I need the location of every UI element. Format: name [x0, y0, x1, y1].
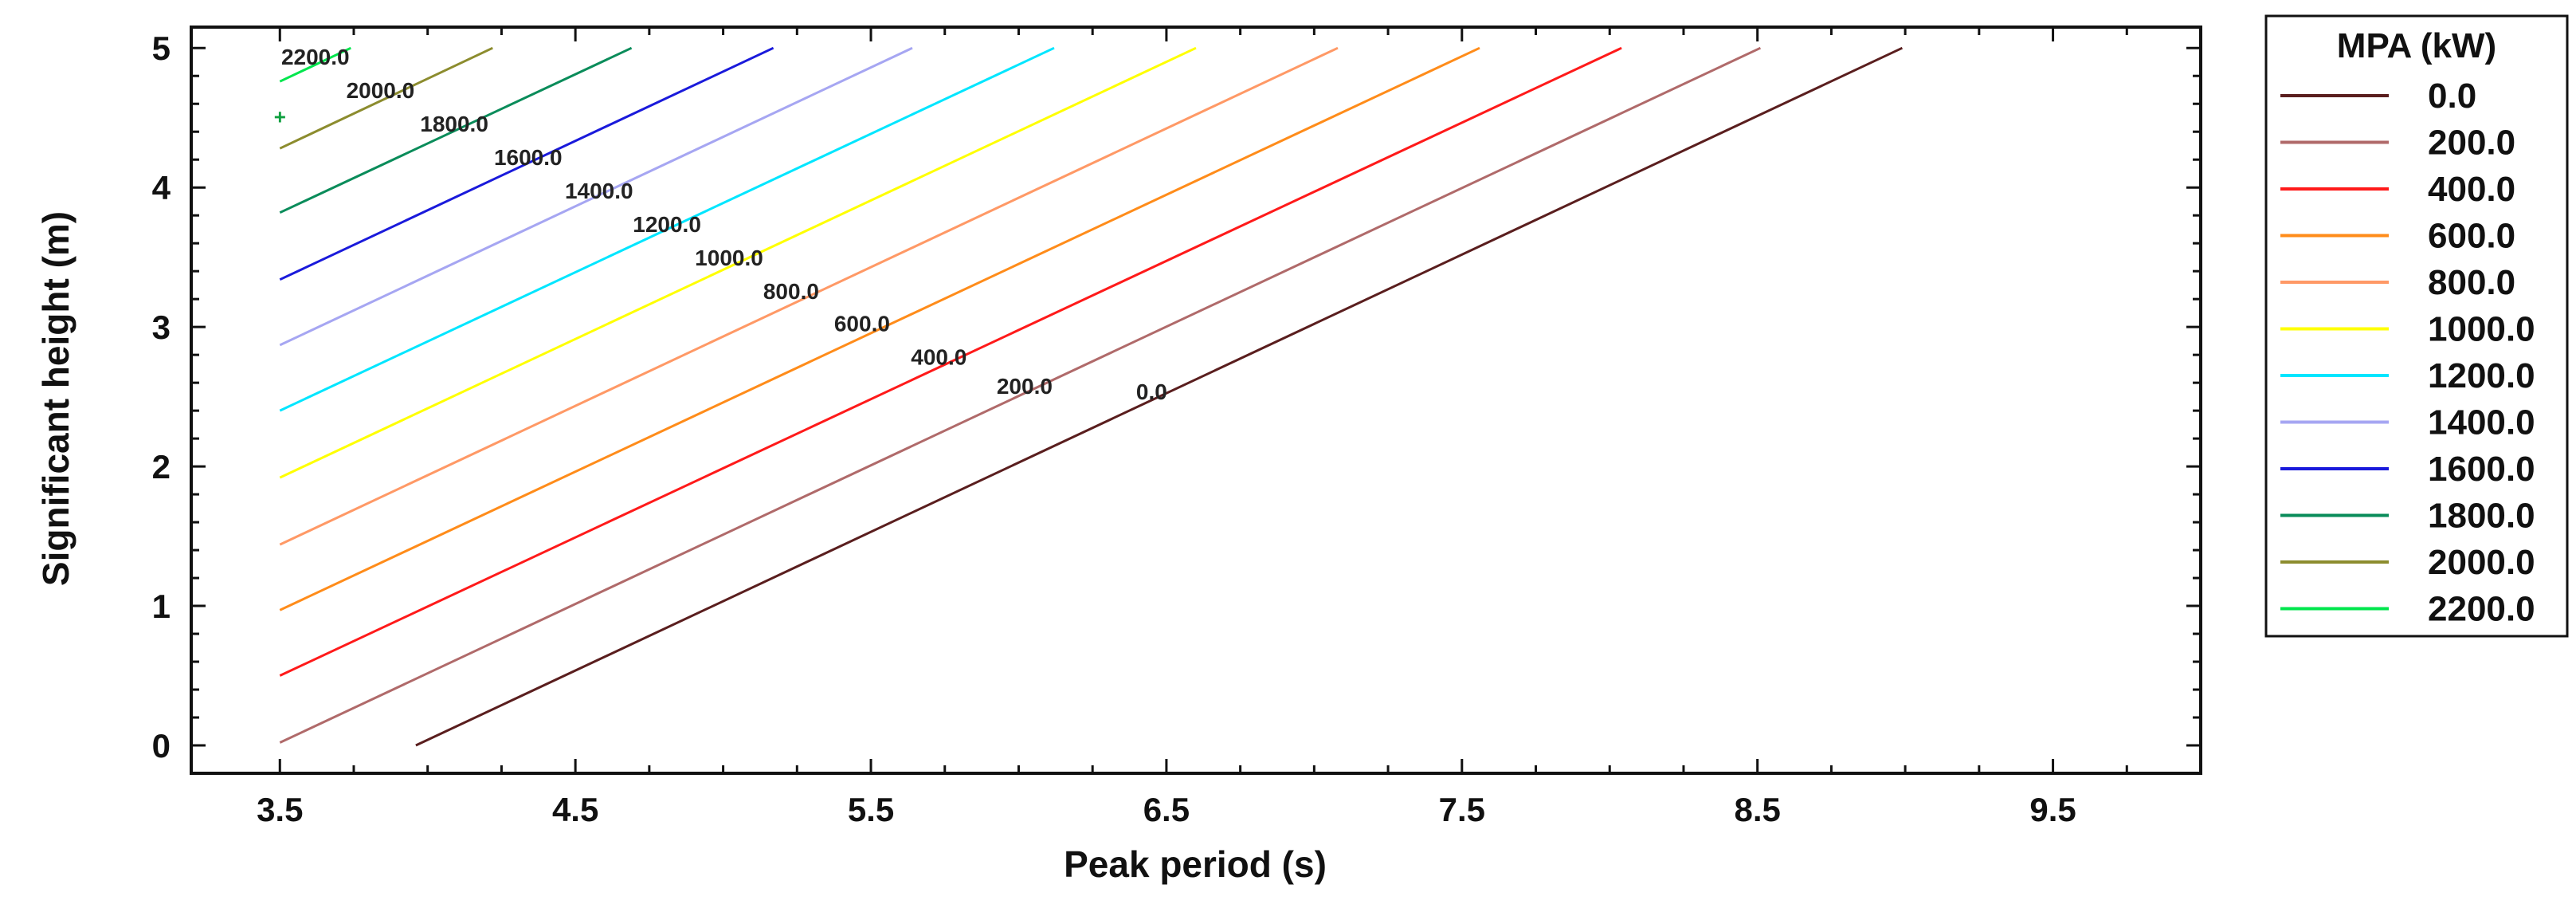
y-axis-title: Significant height (m) [35, 211, 76, 586]
x-tick-label-4: 7.5 [1439, 791, 1485, 828]
contour-label-5: 1000.0 [695, 246, 763, 270]
legend-title: MPA (kW) [2337, 26, 2496, 65]
legend-label-4: 800.0 [2428, 263, 2515, 302]
x-tick-label-0: 3.5 [257, 791, 303, 828]
y-tick-label-0: 0 [152, 727, 171, 765]
contour-line-4 [279, 46, 1339, 546]
legend-label-3: 600.0 [2428, 217, 2515, 256]
x-tick-label-5: 8.5 [1734, 791, 1780, 828]
contour-label-7: 1400.0 [565, 179, 633, 203]
contour-line-7 [279, 46, 913, 347]
contour-label-3: 600.0 [834, 311, 890, 336]
contour-line-1 [279, 46, 1762, 744]
contour-line-9 [279, 46, 633, 214]
contour-line-3 [279, 46, 1480, 611]
legend-label-1: 200.0 [2428, 124, 2515, 163]
x-tick-label-2: 5.5 [848, 791, 894, 828]
legend-label-9: 1800.0 [2428, 497, 2535, 536]
contour-label-2: 400.0 [911, 344, 966, 369]
contour-lines [279, 46, 1904, 747]
contour-line-2 [279, 46, 1622, 677]
legend-label-5: 1000.0 [2428, 310, 2535, 349]
contour-line-8 [279, 46, 774, 281]
contour-line-0 [415, 46, 1904, 747]
x-tick-label-3: 6.5 [1143, 791, 1190, 828]
contour-line-6 [279, 46, 1055, 412]
x-tick-label-6: 9.5 [2029, 791, 2076, 828]
y-tick-label-5: 5 [152, 29, 171, 67]
y-axis-ticks: 0 1 2 3 4 5 [152, 29, 2201, 765]
contour-line-5 [279, 46, 1197, 479]
legend-label-6: 1200.0 [2428, 356, 2535, 395]
x-axis-ticks: 3.5 4.5 5.5 6.5 7.5 8.5 9.5 [257, 27, 2128, 828]
legend-label-10: 2000.0 [2428, 543, 2535, 582]
y-tick-label-2: 2 [152, 448, 171, 485]
contour-line-11 [279, 46, 351, 83]
contour-label-10: 2000.0 [347, 78, 415, 103]
contour-label-9: 1800.0 [420, 112, 488, 136]
contour-label-0: 0.0 [1136, 379, 1167, 404]
contour-line-10 [279, 46, 493, 150]
legend-label-11: 2200.0 [2428, 590, 2535, 629]
y-tick-label-4: 4 [152, 169, 171, 206]
legend-items: 0.0 200.0 400.0 600.0 800.0 1000.0 1200.0 1400.… [2280, 77, 2535, 629]
plus-marker: + [274, 105, 286, 129]
legend-label-7: 1400.0 [2428, 403, 2535, 442]
contour-label-6: 1200.0 [633, 212, 701, 237]
contour-label-1: 200.0 [997, 374, 1053, 399]
y-tick-label-1: 1 [152, 588, 171, 625]
legend-label-8: 1600.0 [2428, 450, 2535, 489]
y-tick-label-3: 3 [152, 309, 171, 346]
x-axis-title: Peak period (s) [1064, 843, 1327, 885]
contour-label-4: 800.0 [763, 279, 819, 304]
x-tick-label-1: 4.5 [552, 791, 598, 828]
legend-label-2: 400.0 [2428, 170, 2515, 209]
plot-frame [190, 26, 2202, 775]
legend-label-0: 0.0 [2428, 77, 2476, 116]
legend: MPA (kW) 0.0 200.0 400.0 600.0 800.0 1000.0 12… [2264, 14, 2569, 638]
contour-label-11: 2200.0 [281, 45, 350, 69]
contour-label-8: 1600.0 [494, 145, 563, 170]
legend-box [2264, 14, 2569, 638]
